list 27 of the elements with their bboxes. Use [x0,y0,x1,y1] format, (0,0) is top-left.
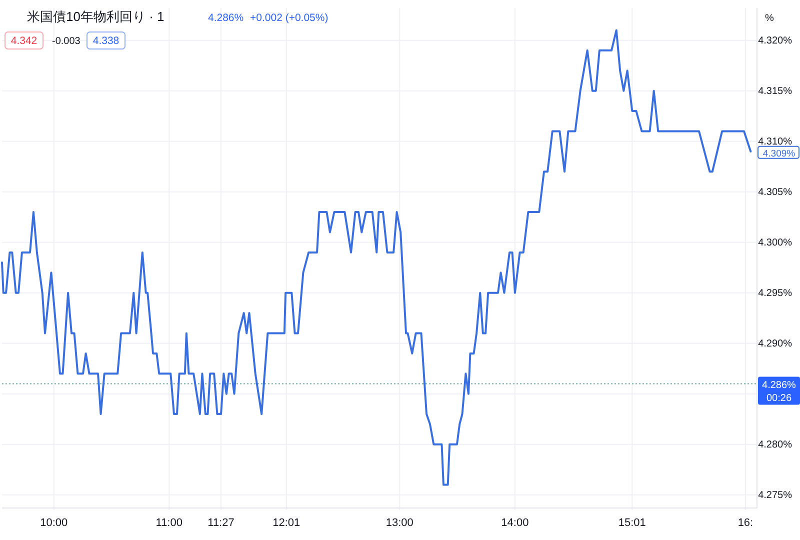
y-tick-label: 4.275% [758,490,792,501]
y-tick-label: 4.295% [758,288,792,299]
x-tick-label: 16: [738,517,754,529]
y-tick-label: 4.300% [758,237,792,248]
x-tick-label: 13:00 [386,517,414,529]
x-tick-label: 15:01 [618,517,646,529]
ref-line-label: 4.286% [762,380,796,391]
y-tick-label: 4.310% [758,136,792,148]
x-tick-label: 11:27 [208,517,234,529]
text: 00:26 [766,392,792,404]
annotation: 4.286% [208,12,244,24]
y-tick-label: 4.280% [758,439,792,450]
annotation: 4.342 [10,35,38,47]
y-tick-label: 4.290% [758,338,792,350]
x-tick-label: 11:00 [156,517,182,529]
y-tick-label: 4.305% [758,186,792,198]
text: % [765,13,774,24]
x-tick-label: 14:00 [501,517,529,529]
x-tick-label: 10:00 [40,517,68,529]
annotation: 4.338 [92,35,120,47]
x-tick-label: 12:01 [272,517,300,529]
annotation: -0.003 [52,36,81,47]
annotation: +0.002 (+0.05%) [250,12,328,24]
y-tick-label: 4.315% [758,86,792,97]
chart-title: 米国債10年物利回り · 1 [27,9,164,24]
text: 4.309% [762,148,796,160]
y-tick-label: 4.320% [758,35,792,46]
